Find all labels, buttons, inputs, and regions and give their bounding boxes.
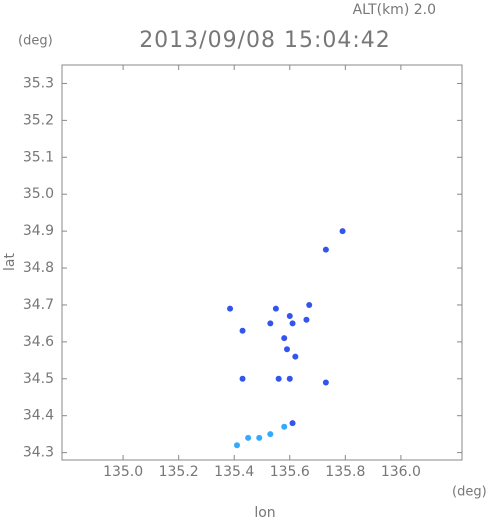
echo-point xyxy=(267,431,274,438)
echo-point xyxy=(286,375,293,382)
echo-point xyxy=(245,434,252,441)
y-axis-label: lat xyxy=(2,253,18,271)
altitude: ALT(km) 2.0 xyxy=(353,2,436,18)
echo-point xyxy=(234,442,240,449)
y-tick-label: 35.1 xyxy=(23,149,54,165)
x-tick-label: 135.8 xyxy=(325,464,365,480)
echo-point xyxy=(272,305,279,312)
echo-point xyxy=(339,228,346,235)
y-tick-label: 34.4 xyxy=(23,408,54,424)
y-tick-label: 34.5 xyxy=(23,371,54,387)
echo-point xyxy=(322,246,329,253)
x-tick-label: 136.0 xyxy=(381,464,421,480)
x-tick-label: 135.4 xyxy=(214,464,254,480)
y-unit: (deg) xyxy=(18,34,53,49)
plot-frame xyxy=(61,64,463,461)
echo-point xyxy=(289,420,296,427)
x-tick-label: 135.6 xyxy=(270,464,310,480)
echo-point xyxy=(281,335,288,342)
y-tick-label: 34.8 xyxy=(23,260,54,276)
echo-point xyxy=(256,434,263,441)
y-tick-label: 34.9 xyxy=(23,223,54,239)
y-tick-label: 34.7 xyxy=(23,297,54,313)
chart-title: 2013/09/08 15:04:42 xyxy=(139,28,391,53)
y-tick-label: 35.3 xyxy=(23,75,54,91)
x-axis-label: lon xyxy=(254,505,275,521)
echo-point xyxy=(239,375,246,382)
echo-point xyxy=(292,353,299,360)
echo-point xyxy=(227,305,234,312)
echo-point xyxy=(281,423,288,430)
echo-point xyxy=(267,320,274,327)
x-tick-label: 135.2 xyxy=(159,464,199,480)
x-unit: (deg) xyxy=(452,485,487,500)
echo-point xyxy=(322,379,329,386)
y-tick-label: 34.6 xyxy=(23,334,54,350)
y-tick-label: 34.3 xyxy=(23,445,54,461)
echo-point xyxy=(239,327,246,334)
echo-point xyxy=(275,375,282,382)
y-tick-label: 35.2 xyxy=(23,112,54,128)
y-tick-label: 35.0 xyxy=(23,186,54,202)
echo-point xyxy=(289,320,296,327)
echo-point xyxy=(286,313,293,320)
x-tick-label: 135.0 xyxy=(103,464,143,480)
echo-point xyxy=(306,301,313,308)
echo-point xyxy=(303,316,310,323)
echo-point xyxy=(284,346,290,353)
